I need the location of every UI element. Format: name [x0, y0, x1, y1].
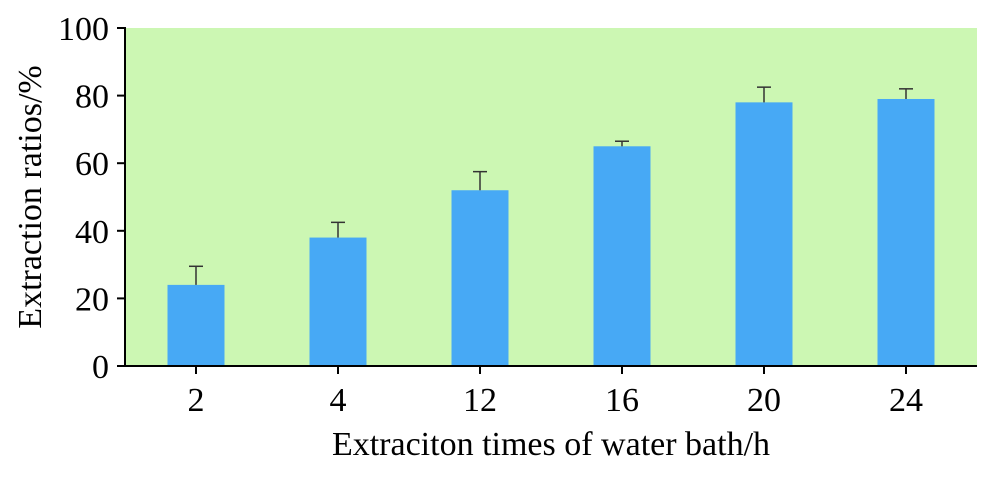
y-tick-label: 40 [75, 214, 109, 251]
bar-2 [167, 284, 225, 366]
y-ticks-group: 0 20 40 60 80 100 [58, 11, 125, 386]
error-bar-12 [473, 170, 487, 191]
plot-background [125, 28, 977, 366]
y-axis-title: Extraction ratios/% [12, 65, 49, 328]
x-tick-label: 16 [605, 382, 639, 419]
x-tick-label: 20 [747, 382, 781, 419]
y-tick-label: 100 [58, 11, 109, 48]
error-bar-2 [189, 265, 203, 285]
x-ticks-group: 2 4 12 16 20 24 [188, 366, 923, 419]
y-tick-label: 60 [75, 146, 109, 183]
y-tick-label: 20 [75, 281, 109, 318]
x-axis-title: Extraciton times of water bath/h [332, 426, 770, 463]
error-bars-group [189, 86, 913, 285]
bar-24 [877, 98, 935, 366]
bars-group [167, 98, 935, 367]
error-bar-24 [899, 88, 913, 99]
x-tick-label: 4 [330, 382, 347, 419]
error-bar-4 [331, 221, 345, 238]
x-tick-label: 2 [188, 382, 205, 419]
bar-4 [309, 237, 367, 366]
y-tick-label: 0 [92, 349, 109, 386]
error-bar-16 [615, 140, 629, 147]
bar-16 [593, 146, 651, 366]
error-bar-20 [757, 86, 771, 103]
x-tick-label: 12 [463, 382, 497, 419]
x-tick-label: 24 [889, 382, 923, 419]
bar-12 [451, 190, 509, 366]
bar-20 [735, 102, 793, 367]
y-tick-label: 80 [75, 79, 109, 116]
